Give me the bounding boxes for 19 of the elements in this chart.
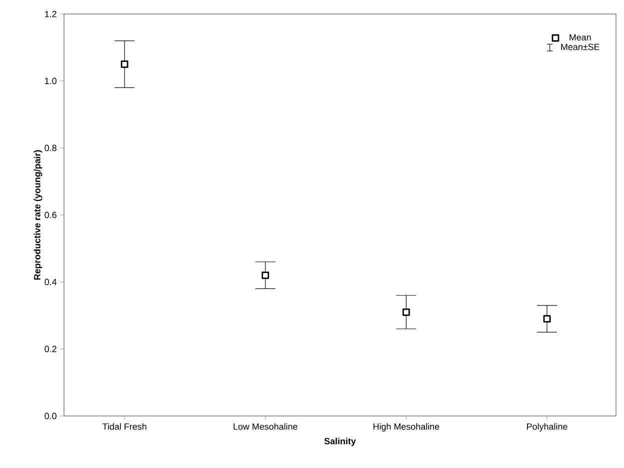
y-tick-label: 0.8	[44, 144, 56, 152]
x-tick-label: Polyhaline	[527, 423, 568, 432]
x-tick-label: Tidal Fresh	[102, 423, 146, 430]
annotation: Mean±SE	[561, 44, 600, 50]
x-axis-title: Salinity	[324, 438, 356, 446]
y-tick-label: 1.2	[45, 10, 56, 18]
y-axis-title: Reproductive rate (young/pair)	[34, 150, 42, 280]
legend-label: Mean	[570, 34, 591, 41]
y-tick-label: 0.4	[44, 278, 57, 286]
y-tick-label: 1.0	[45, 78, 56, 84]
x-tick-label: High Mesohaline	[374, 423, 440, 432]
y-tick-label: 0.0	[44, 412, 56, 420]
y-tick-label: 0.6	[44, 212, 56, 218]
point	[402, 308, 410, 316]
x-tick-label: Low Mesohaline	[234, 423, 298, 430]
y-tick-label: 0.2	[44, 346, 56, 352]
point	[262, 272, 270, 279]
point	[543, 315, 551, 323]
point	[120, 60, 128, 68]
